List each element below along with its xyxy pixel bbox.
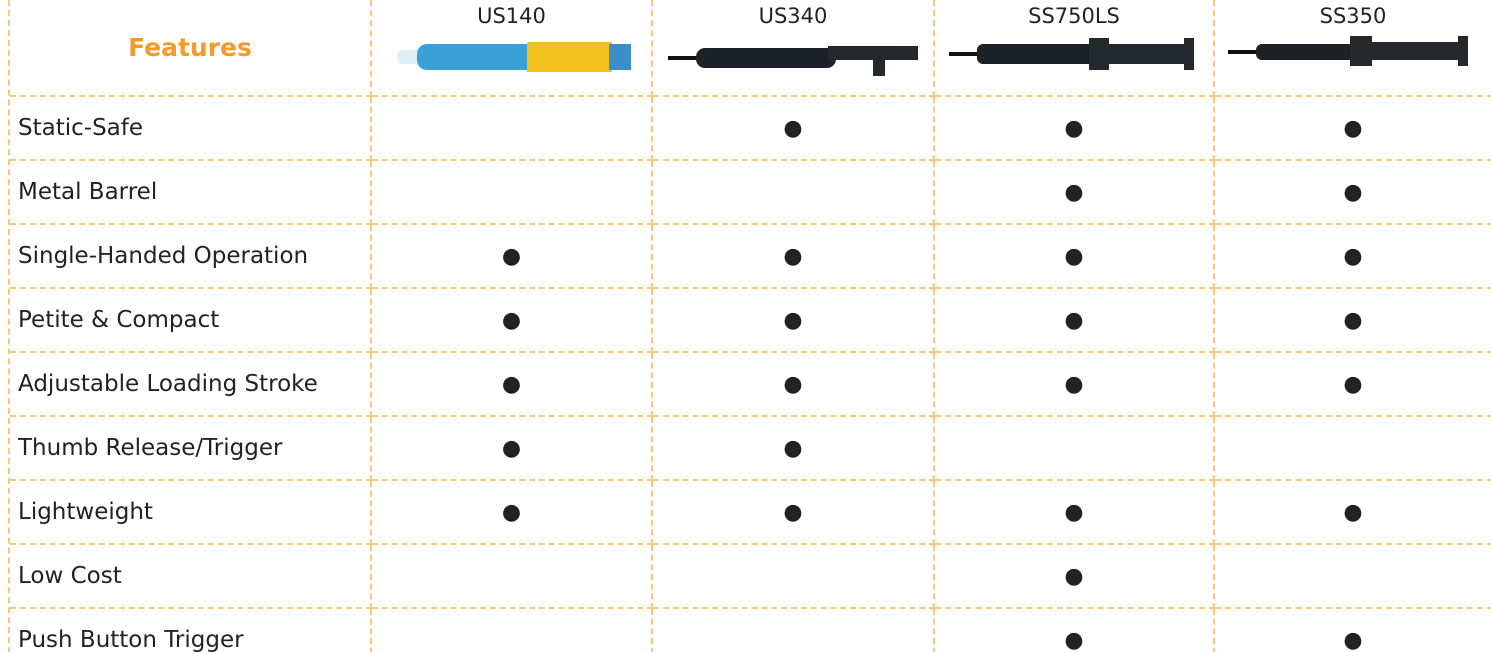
feature-cell: ● <box>935 545 1215 609</box>
product-name: US140 <box>477 4 546 28</box>
row-label: Low Cost <box>10 545 372 609</box>
feature-cell: ● <box>1215 161 1491 225</box>
comparison-table: Features US140 US340 SS750LS <box>8 0 1491 652</box>
product-name: SS750LS <box>1028 4 1120 28</box>
product-header: SS350 <box>1215 0 1491 97</box>
feature-cell <box>1215 417 1491 481</box>
feature-cell: ● <box>935 353 1215 417</box>
product-header: US340 <box>653 0 935 97</box>
feature-cell <box>935 417 1215 481</box>
row-label: Static-Safe <box>10 97 372 161</box>
feature-cell: ● <box>372 481 653 545</box>
feature-cell: ● <box>372 417 653 481</box>
row-label: Petite & Compact <box>10 289 372 353</box>
feature-cell: ● <box>1215 481 1491 545</box>
feature-cell: ● <box>372 289 653 353</box>
feature-cell <box>653 545 935 609</box>
feature-cell: ● <box>935 289 1215 353</box>
feature-cell: ● <box>935 97 1215 161</box>
feature-cell <box>372 161 653 225</box>
feature-cell <box>653 161 935 225</box>
feature-cell: ● <box>653 225 935 289</box>
feature-cell: ● <box>653 289 935 353</box>
feature-cell: ● <box>653 481 935 545</box>
feature-cell: ● <box>1215 289 1491 353</box>
feature-cell: ● <box>935 161 1215 225</box>
feature-cell: ● <box>1215 97 1491 161</box>
row-label: Thumb Release/Trigger <box>10 417 372 481</box>
product-name: SS350 <box>1320 4 1387 28</box>
product-image <box>658 32 928 82</box>
feature-cell: ● <box>935 609 1215 652</box>
product-image <box>377 32 647 82</box>
row-label: Single-Handed Operation <box>10 225 372 289</box>
feature-cell: ● <box>372 225 653 289</box>
feature-cell: ● <box>372 353 653 417</box>
feature-cell: ● <box>1215 609 1491 652</box>
feature-cell: ● <box>1215 353 1491 417</box>
feature-cell <box>372 609 653 652</box>
product-image <box>1218 32 1488 82</box>
feature-cell: ● <box>935 225 1215 289</box>
row-label: Lightweight <box>10 481 372 545</box>
feature-cell: ● <box>935 481 1215 545</box>
product-image <box>939 32 1209 82</box>
header-title: Features <box>10 0 372 97</box>
feature-cell <box>1215 545 1491 609</box>
row-label: Push Button Trigger <box>10 609 372 652</box>
row-label: Metal Barrel <box>10 161 372 225</box>
product-header: SS750LS <box>935 0 1215 97</box>
feature-cell: ● <box>653 353 935 417</box>
feature-cell <box>372 97 653 161</box>
feature-cell: ● <box>653 97 935 161</box>
page: Features US140 US340 SS750LS <box>0 0 1491 652</box>
feature-cell: ● <box>653 417 935 481</box>
product-header: US140 <box>372 0 653 97</box>
product-name: US340 <box>759 4 828 28</box>
feature-cell: ● <box>1215 225 1491 289</box>
feature-cell <box>653 609 935 652</box>
feature-cell <box>372 545 653 609</box>
row-label: Adjustable Loading Stroke <box>10 353 372 417</box>
